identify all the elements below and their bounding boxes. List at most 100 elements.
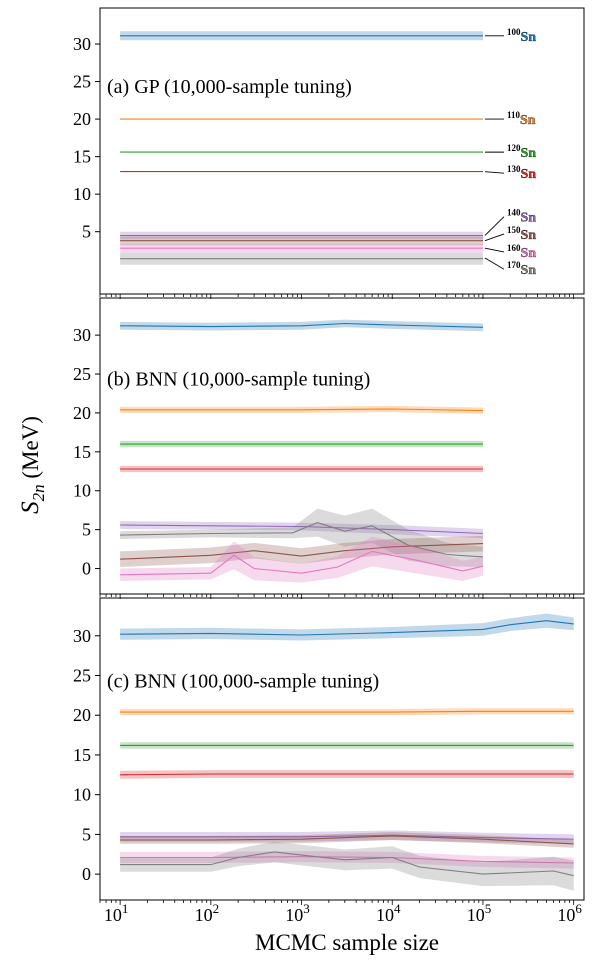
mean-line-0 (120, 620, 574, 636)
isotope-label: 120Sn (507, 143, 536, 161)
uncertainty-band-7 (120, 841, 574, 891)
panel-b: 0 5 10 15 20 25 30 (b) BNN (10,000-sample tunin… (73, 297, 585, 599)
y-tick-label: 25 (73, 364, 91, 384)
label-leader-line (484, 216, 505, 236)
label-leader-line (484, 247, 505, 253)
panel-title: (b) BNN (10,000-sample tuning) (107, 369, 370, 391)
panel-frame (99, 7, 585, 295)
panels-layer: 5 10 15 20 25 30 (a) GP (10,000-sample tuning)… (73, 7, 585, 905)
y-tick-label: 15 (73, 442, 91, 462)
mean-line-5 (120, 835, 574, 845)
isotope-label: 160Sn (507, 243, 536, 261)
x-tick-label: 103 (285, 901, 310, 925)
x-tick-base: 10 (195, 905, 213, 925)
x-tick-exponent: 4 (394, 901, 401, 916)
panel-frame (99, 297, 585, 595)
uncertainty-band-7 (120, 536, 483, 583)
isotope-label: 150Sn (507, 225, 536, 243)
isotope-label: 100Sn (507, 27, 536, 45)
x-axis-title: MCMC sample size (255, 930, 439, 955)
y-axis-title-unit: (MeV) (18, 416, 43, 484)
panel-title: (a) GP (10,000-sample tuning) (107, 76, 352, 98)
isotope-element: Sn (521, 263, 537, 278)
y-tick-label: 30 (73, 325, 91, 345)
isotope-mass-number: 150 (507, 225, 521, 235)
y-tick-label: 0 (82, 559, 91, 579)
mean-line-0 (120, 322, 484, 328)
isotope-label: 130Sn (507, 164, 536, 182)
isotope-element: Sn (521, 246, 537, 261)
x-tick-base: 10 (285, 905, 303, 925)
y-tick-label: 10 (73, 184, 91, 204)
x-tick-base: 10 (376, 905, 394, 925)
x-tick-exponent: 5 (485, 901, 492, 916)
panel-title: (c) BNN (100,000-sample tuning) (107, 670, 379, 692)
mean-line-3 (120, 773, 574, 776)
x-tick-exponent: 6 (575, 901, 582, 916)
uncertainty-band-5 (120, 508, 483, 567)
isotope-mass-number: 120 (507, 143, 521, 153)
label-leader-line (484, 171, 505, 174)
isotope-mass-number: 140 (507, 208, 521, 218)
isotope-element: Sn (521, 30, 537, 45)
x-tick-label: 105 (467, 901, 492, 925)
x-tick-exponent: 2 (213, 901, 220, 916)
mean-line-7 (120, 851, 574, 877)
label-leader-line (484, 233, 505, 242)
plot-area (120, 31, 483, 265)
isotope-mass-number: 160 (507, 243, 521, 253)
y-axis-title: S2n (MeV) (17, 416, 48, 514)
y-tick-label: 15 (73, 745, 91, 765)
isotope-element: Sn (521, 228, 537, 243)
label-leader-line (484, 257, 505, 270)
mean-line-6 (120, 543, 484, 560)
mean-line-6 (120, 856, 574, 864)
y-tick-label: 20 (73, 705, 91, 725)
y-axis-title-main: S (17, 501, 44, 514)
isotope-element: Sn (520, 113, 536, 128)
mean-line-1 (120, 408, 484, 412)
mean-line-4 (120, 834, 574, 840)
uncertainty-band-6 (120, 535, 483, 567)
isotope-element: Sn (521, 211, 537, 226)
x-tick-exponent: 1 (122, 901, 129, 916)
isotope-mass-number: 170 (507, 260, 521, 270)
isotope-element: Sn (521, 146, 537, 161)
isotope-mass-number: 110 (507, 110, 521, 120)
x-tick-exponent: 3 (303, 901, 310, 916)
panel-a: 5 10 15 20 25 30 (a) GP (10,000-sample tuning)… (73, 7, 585, 299)
y-tick-label: 5 (82, 222, 91, 242)
y-axis-title-sub: 2n (29, 484, 48, 501)
plot-area (120, 319, 484, 583)
uncertainty-band-5 (120, 832, 574, 848)
mean-line-4 (120, 524, 484, 535)
x-tick-base: 10 (467, 905, 485, 925)
y-tick-label: 25 (73, 666, 91, 686)
isotope-label: 170Sn (507, 260, 536, 278)
mean-line-7 (120, 550, 484, 576)
y-tick-label: 5 (82, 824, 91, 844)
x-tick-label: 104 (376, 901, 401, 925)
plot-area (120, 613, 574, 891)
x-tick-base: 10 (104, 905, 122, 925)
mean-line-5 (120, 522, 484, 558)
isotope-label: 110Sn (507, 110, 536, 128)
x-tick-label: 106 (557, 901, 582, 925)
y-tick-label: 10 (73, 785, 91, 805)
y-tick-label: 10 (73, 481, 91, 501)
isotope-mass-number: 100 (507, 27, 521, 37)
y-tick-label: 30 (73, 626, 91, 646)
isotope-label: 140Sn (507, 208, 536, 226)
x-tick-base: 10 (557, 905, 575, 925)
isotope-element: Sn (521, 167, 537, 182)
mean-line-1 (120, 710, 574, 713)
y-tick-label: 5 (82, 520, 91, 540)
y-tick-label: 20 (73, 403, 91, 423)
y-tick-label: 30 (73, 34, 91, 54)
isotope-mass-number: 130 (507, 164, 521, 174)
x-axis: 101 102 103 104 105 106 (104, 901, 583, 925)
x-tick-label: 102 (195, 901, 220, 925)
y-tick-label: 20 (73, 109, 91, 129)
panel-frame (99, 597, 585, 901)
